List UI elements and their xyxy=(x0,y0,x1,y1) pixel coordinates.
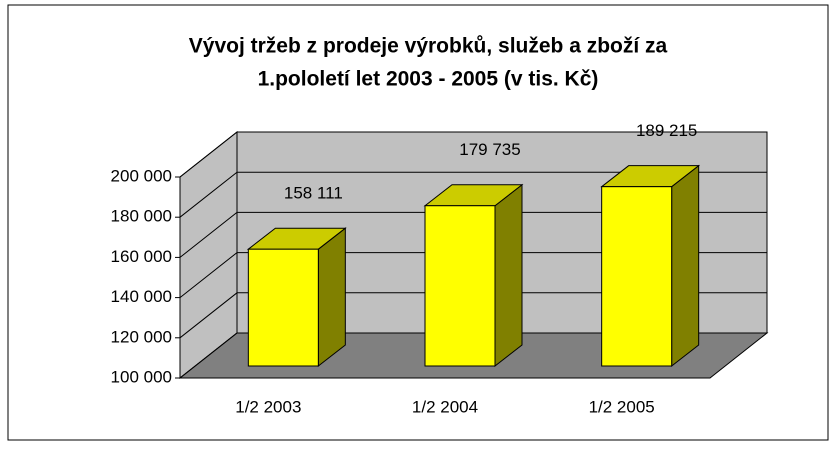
bar xyxy=(424,205,496,367)
grid-line xyxy=(179,171,767,218)
y-tick-label: 200 000 xyxy=(111,166,172,185)
x-tick-label: 1/2 2005 xyxy=(589,397,655,416)
grid-line xyxy=(179,211,767,258)
x-tick-label: 1/2 2003 xyxy=(235,397,301,416)
chart-title: 1.pololetí let 2003 - 2005 (v tis. Kč) xyxy=(258,68,599,91)
chart-title: Vývoj tržeb z prodeje výrobků, služeb a … xyxy=(189,35,668,58)
data-label: 158 111 xyxy=(284,184,343,203)
bar xyxy=(247,248,319,367)
y-tick-label: 120 000 xyxy=(111,327,172,346)
bar-side xyxy=(494,183,523,368)
grid-line xyxy=(179,252,767,298)
data-label: 179 735 xyxy=(459,140,520,159)
y-tick-label: 160 000 xyxy=(111,247,172,266)
grid-line xyxy=(179,332,767,379)
data-label: 189 215 xyxy=(636,121,697,140)
bar-side xyxy=(317,227,346,368)
x-tick-label: 1/2 2004 xyxy=(412,397,478,416)
y-tick-label: 100 000 xyxy=(111,367,172,386)
y-tick-label: 140 000 xyxy=(111,287,172,306)
grid-line xyxy=(179,131,767,178)
bar-side xyxy=(671,164,700,368)
y-tick-label: 180 000 xyxy=(111,207,172,226)
bar xyxy=(601,186,673,367)
grid-line xyxy=(179,292,767,339)
